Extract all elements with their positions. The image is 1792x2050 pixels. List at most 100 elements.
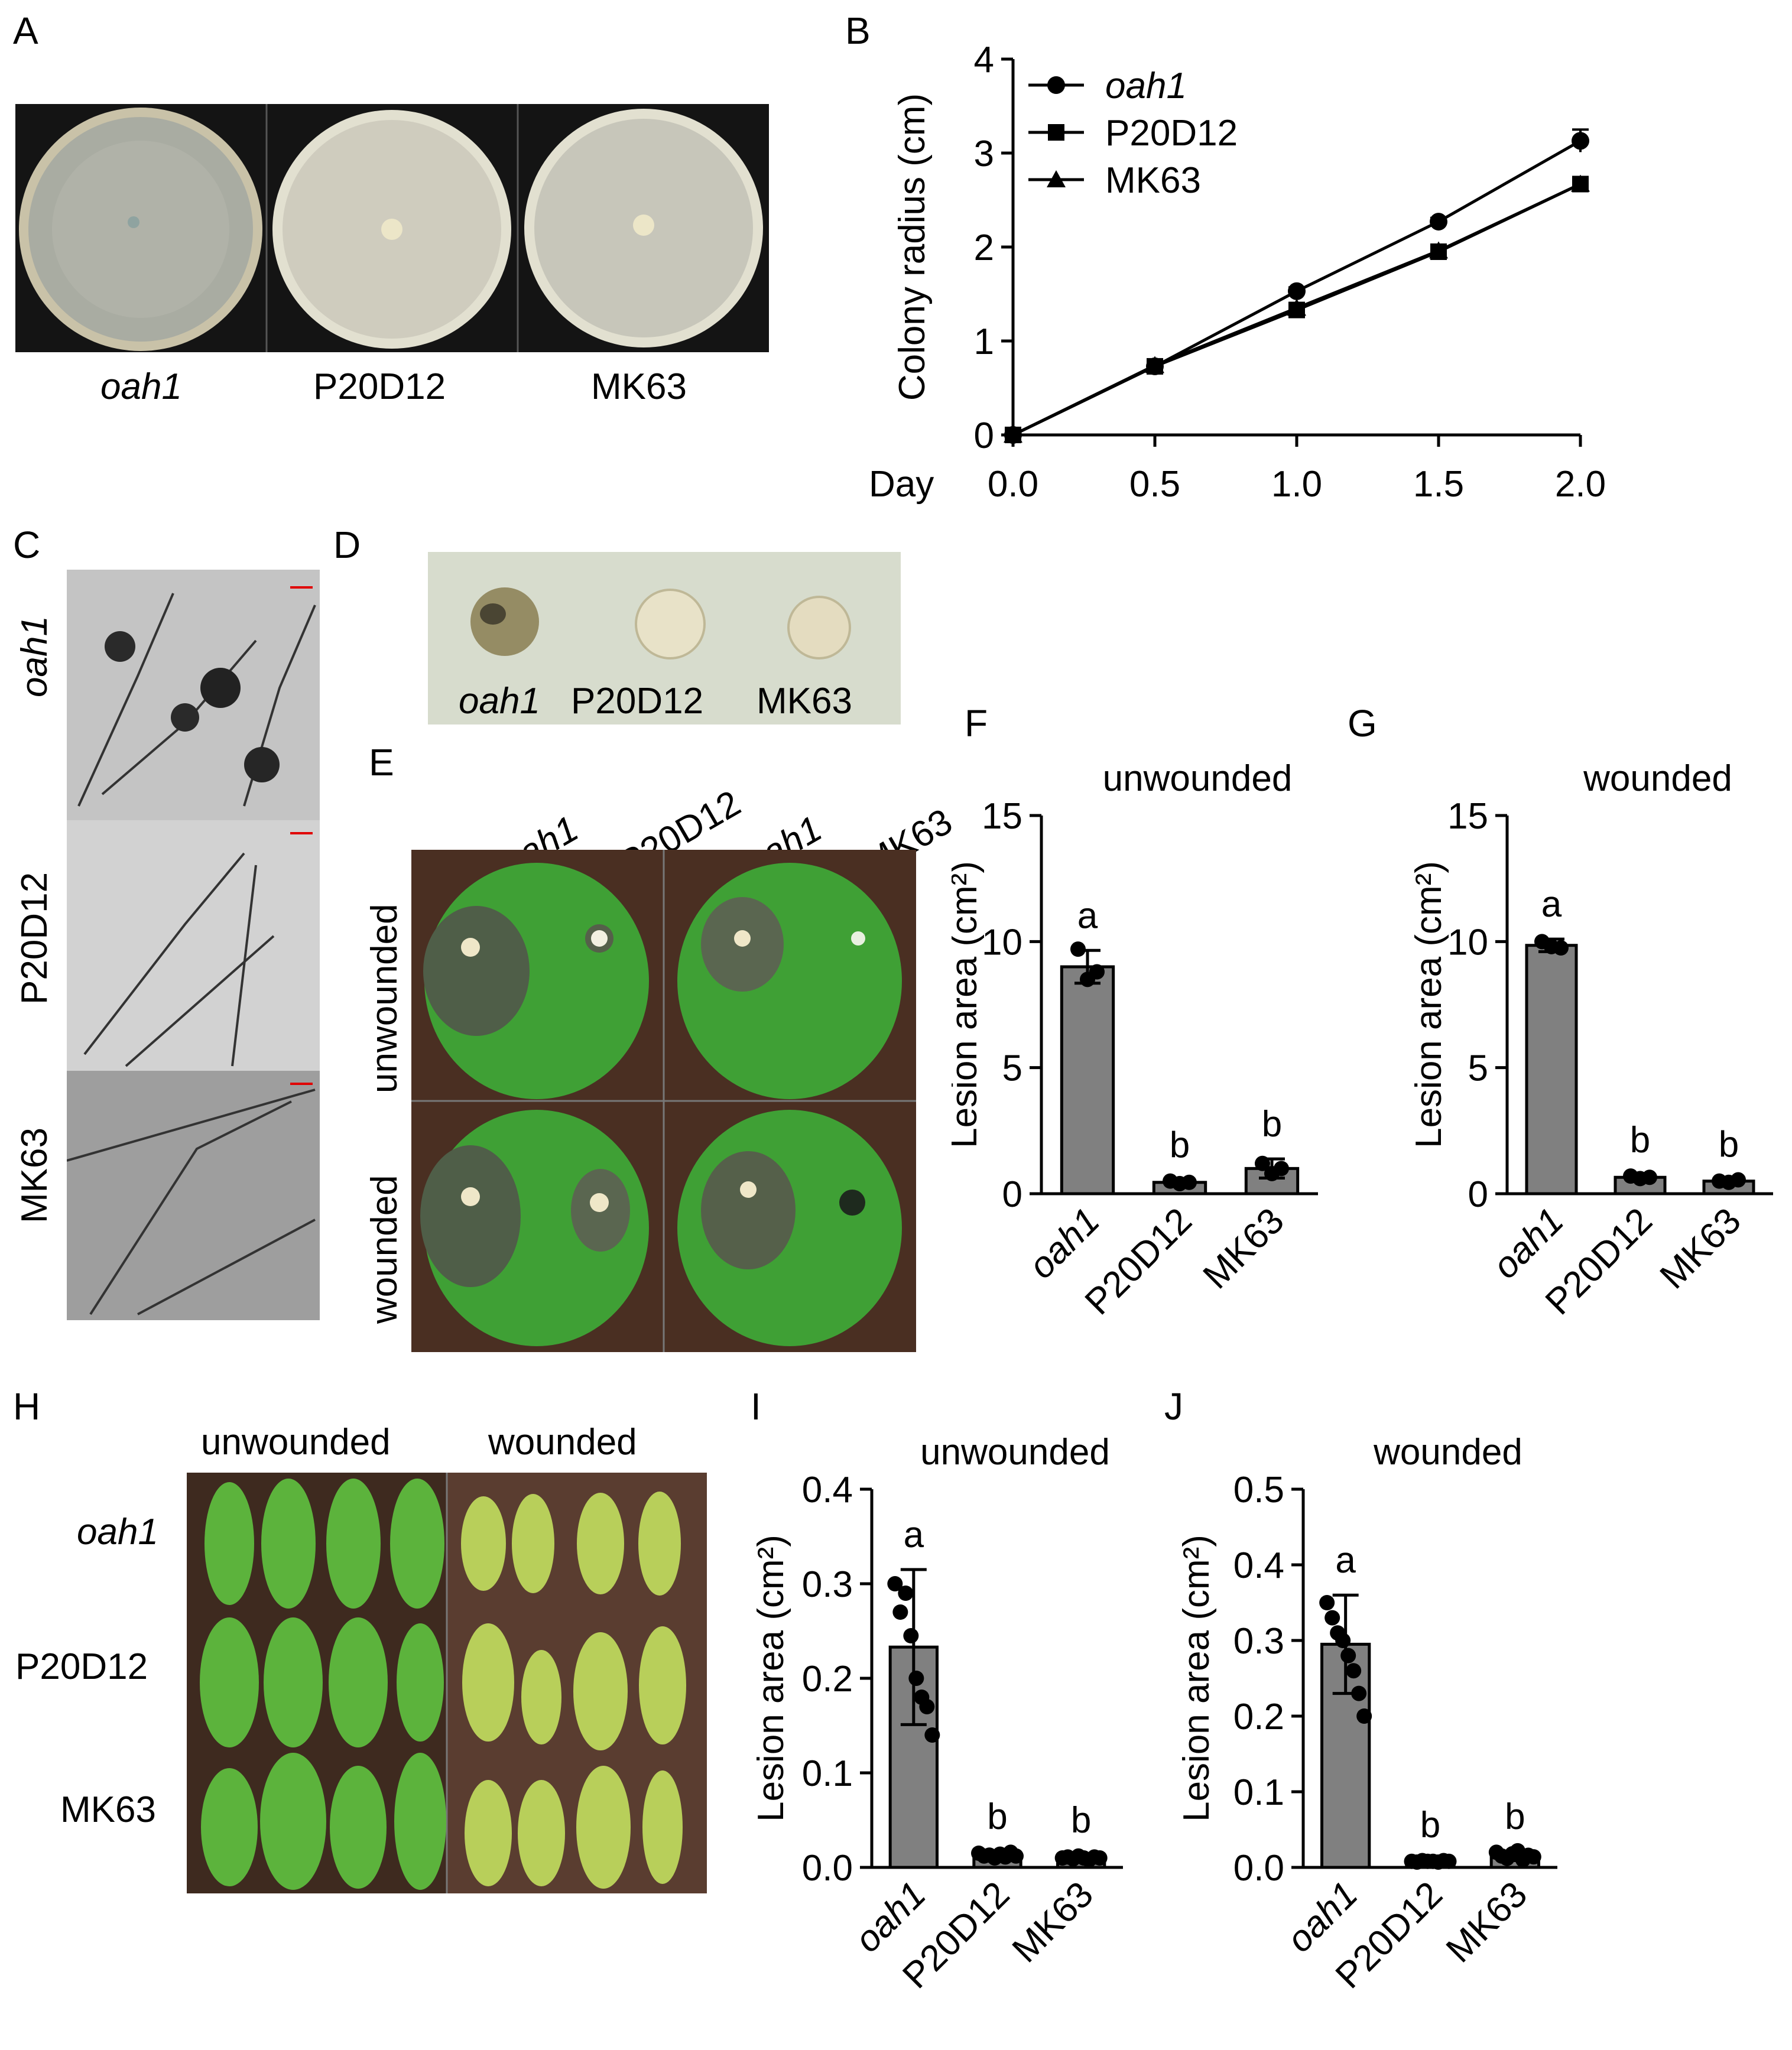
sclerotia-plate-photo [428,552,901,725]
chart-j-lesion-wounded: wounded 0.0 0.1 0.2 0.3 0.4 0.5 Lesion area (cm… [1176,1432,1557,1996]
data-point [1441,1853,1457,1869]
y-tick-label: 10 [1447,922,1488,963]
y-tick-label: 0.2 [1233,1697,1284,1737]
plate-oah1 [19,108,262,351]
significance-letter: b [987,1796,1007,1837]
label-h-row-oah1: oah1 [77,1512,158,1552]
significance-letter: b [1170,1125,1190,1166]
significance-letter: a [904,1515,924,1555]
significance-letter: a [1077,895,1098,936]
label-h-col-wounded: wounded [488,1422,637,1463]
panel-letter-c: C [13,524,41,566]
x-tick-label-oah1: oah1 [1021,1200,1108,1286]
label-d-oah1: oah1 [459,681,540,722]
significance-letter: b [1630,1120,1650,1161]
x-tick-label: 1.0 [1271,464,1322,505]
x-tick-label: 2.0 [1555,464,1606,505]
panel-letter-j: J [1164,1385,1183,1428]
label-a-oah1: oah1 [100,366,182,407]
y-tick-label: 5 [1468,1048,1488,1089]
chart-i-lesion-unwounded: unwounded 0.0 0.1 0.2 0.3 0.4 Lesion area (cm²… [751,1432,1123,1996]
legend-label-2: MK63 [1105,160,1201,201]
data-point [1255,1155,1270,1171]
legend-label-0: oah1 [1105,66,1187,106]
plate-mk63 [524,109,763,347]
data-point [1070,941,1086,957]
data-point-square [1048,124,1064,141]
y-tick-label: 15 [1447,796,1488,837]
data-point-triangle [1145,356,1164,373]
data-point [903,1628,919,1643]
y-axis-label: Colony radius (cm) [892,93,933,401]
panel-letter-g: G [1348,702,1377,745]
significance-letter: a [1541,884,1562,925]
data-point [1181,1174,1197,1190]
label-d-mk63: MK63 [757,681,852,722]
seedling-leaf-photo [187,1473,707,1893]
y-tick-label: 0 [1468,1174,1488,1215]
data-point [1553,940,1569,956]
y-tick-label: 0 [974,415,994,456]
significance-letter: b [1420,1805,1440,1846]
significance-letter: b [1262,1104,1282,1145]
data-point [1340,1648,1356,1664]
label-e-row-wounded: wounded [364,1175,405,1324]
y-tick-label: 0.5 [1233,1470,1284,1510]
panel-letter-e: E [369,741,394,784]
y-axis-label: Lesion area (cm²) [1176,1535,1217,1822]
y-tick-label: 0.3 [1233,1621,1284,1662]
x-tick-label-MK63: MK63 [1196,1200,1292,1297]
leaf-e-unwounded-1 [423,863,649,1099]
data-point [1008,1848,1024,1864]
label-c-p20d12: P20D12 [14,872,55,1005]
x-axis-label: Day [869,464,934,505]
chart-title: wounded [1583,758,1732,799]
y-tick-label: 3 [974,134,994,174]
data-point [924,1727,940,1743]
data-point [1731,1172,1746,1188]
y-tick-label: 5 [1002,1048,1022,1089]
data-point [1525,1849,1541,1865]
y-tick-label: 0.1 [1233,1772,1284,1813]
data-point-triangle [1571,174,1590,192]
y-tick-label: 4 [974,40,994,80]
label-a-p20d12: P20D12 [313,366,446,407]
x-tick-label-MK63: MK63 [1005,1874,1101,1970]
significance-letter: b [1719,1125,1739,1165]
data-point [1274,1161,1289,1177]
hyphae-micrographs [67,570,320,1320]
data-point [919,1699,935,1714]
series-MK63 [1004,174,1590,443]
plate-p20d12 [272,110,511,349]
data-point [887,1576,903,1591]
y-tick-label: 0.4 [1233,1545,1284,1586]
y-tick-label: 0.4 [802,1470,853,1510]
chart-title: unwounded [1103,758,1293,799]
x-tick-label-MK63: MK63 [1653,1200,1749,1297]
leaf-e-wounded-2 [677,1110,902,1346]
y-tick-label: 0 [1002,1174,1022,1215]
data-point [892,1604,908,1620]
y-tick-label: 0.1 [802,1753,853,1794]
x-tick-label: 0.5 [1129,464,1180,505]
y-axis-label: Lesion area (cm²) [1408,861,1449,1148]
label-h-row-mk63: MK63 [60,1789,156,1830]
data-point [1642,1169,1657,1185]
label-h-col-unwounded: unwounded [201,1422,391,1463]
label-e-row-unwounded: unwounded [364,904,405,1093]
label-d-p20d12: P20D12 [571,681,704,722]
y-tick-label: 0.2 [802,1659,853,1700]
x-tick-label: 0.0 [988,464,1038,505]
x-tick-label: 1.5 [1413,464,1464,505]
leaf-e-wounded-1 [420,1110,649,1346]
data-point-circle [1288,282,1306,300]
y-tick-label: 0.3 [802,1564,853,1605]
leaf-e-unwounded-2 [677,863,902,1099]
data-point-circle [1047,76,1065,94]
data-point [1356,1708,1372,1724]
label-c-mk63: MK63 [14,1128,55,1223]
label-h-row-p20d12: P20D12 [15,1646,148,1687]
label-a-mk63: MK63 [591,366,687,407]
data-point [908,1671,924,1686]
